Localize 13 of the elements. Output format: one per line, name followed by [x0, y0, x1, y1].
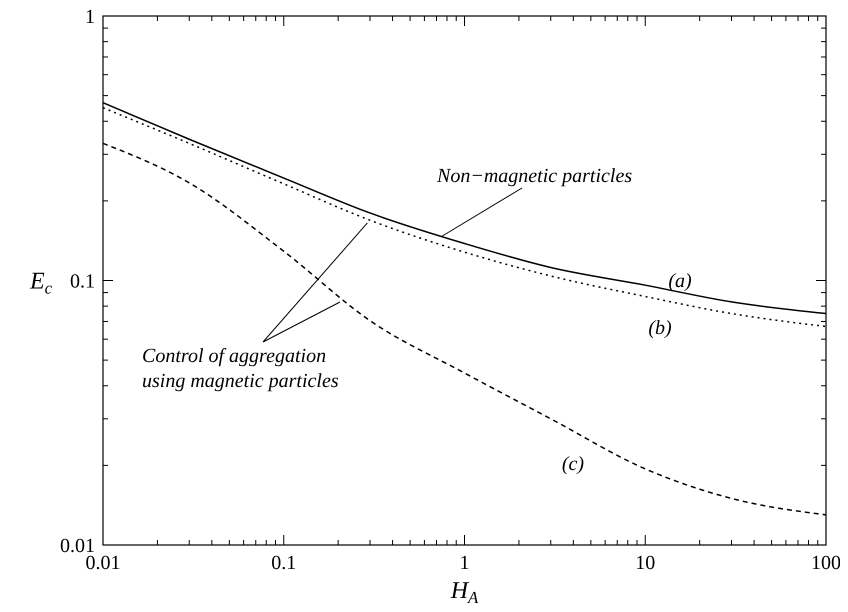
x-tick-label: 1 — [460, 552, 470, 574]
x-axis-title: H$_{A}$ — [450, 578, 480, 608]
annotation: Control of aggregation using magnetic particles — [142, 345, 339, 392]
x-tick-label: 100 — [811, 552, 841, 574]
x-tick-label: 0.1 — [271, 552, 296, 574]
x-tick-label: 10 — [635, 552, 656, 574]
y-tick-label: 0.1 — [70, 270, 95, 292]
annotation: (a) — [668, 270, 692, 292]
annotation: (c) — [562, 453, 584, 475]
annotation: Non−magnetic particles — [436, 165, 632, 187]
annotation: (b) — [648, 317, 672, 339]
y-tick-label: 1 — [85, 6, 95, 28]
y-axis-title: E$_{c}$ — [29, 268, 53, 298]
